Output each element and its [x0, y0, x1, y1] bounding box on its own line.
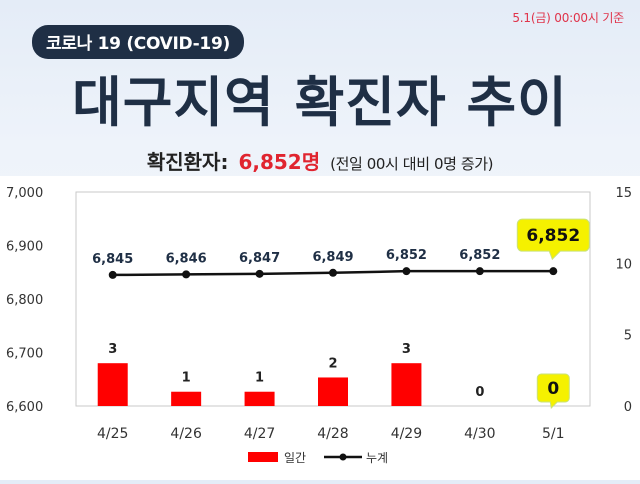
line-point [402, 267, 411, 276]
y-left-tick-label: 6,900 [6, 240, 43, 255]
bar-callout-box [536, 373, 570, 410]
bar-daily [318, 377, 348, 406]
bar-daily [391, 363, 422, 406]
bar-daily [171, 391, 202, 406]
line-point [475, 267, 484, 276]
bar-value-label: 0 [547, 379, 559, 399]
x-tick-label: 4/27 [244, 426, 275, 442]
bar-value-label: 1 [182, 371, 191, 386]
bar-value-label: 0 [475, 385, 484, 400]
y-right-tick-label: 0 [624, 400, 632, 415]
bar-value-label: 2 [328, 356, 337, 371]
line-point [255, 269, 264, 278]
plot-frame [75, 191, 591, 407]
x-tick-label: 4/29 [391, 426, 422, 442]
bar-value-label: 3 [108, 342, 117, 357]
date-stamp: 5.1(금) 00:00시 기준 [512, 11, 624, 25]
line-point [329, 268, 337, 277]
x-tick-label: 4/28 [317, 426, 348, 442]
line-point [549, 267, 558, 276]
x-tick-label: 4/26 [170, 426, 202, 442]
line-value-label: 6,852 [386, 248, 427, 263]
line-value-label: 6,845 [92, 252, 133, 267]
summary-value: 6,852명 [238, 150, 321, 174]
legend-swatch-daily [248, 452, 278, 462]
bar-daily [244, 391, 275, 406]
summary-label: 확진환자: [146, 150, 229, 174]
x-tick-label: 4/25 [97, 426, 128, 442]
bar-daily [97, 363, 128, 406]
page-title: 대구지역 확진자 추이 [72, 71, 568, 134]
line-callout-box [516, 218, 590, 261]
x-tick-label: 5/1 [542, 426, 565, 442]
line-value-label: 6,852 [526, 226, 580, 246]
line-value-label: 6,846 [166, 251, 207, 266]
y-left-tick-label: 6,800 [6, 293, 43, 308]
y-left-tick-label: 6,700 [6, 347, 43, 362]
legend-label-daily: 일간 [284, 451, 306, 465]
y-right-tick-label: 10 [615, 257, 632, 272]
line-value-label: 6,849 [312, 250, 353, 265]
bar-value-label: 3 [402, 342, 411, 357]
y-right-tick-label: 5 [624, 329, 632, 344]
bar-value-label: 1 [255, 371, 264, 386]
line-point [108, 270, 117, 279]
summary-note: (전일 00시 대비 0명 증가) [330, 155, 494, 173]
y-left-tick-label: 6,600 [6, 400, 43, 415]
line-value-label: 6,852 [459, 248, 500, 263]
chart-area: 7,000 6,900 6,800 6,700 6,600 15 10 5 0 3 1 1 2 3 0 0 6,… [0, 176, 640, 480]
line-value-label: 6,847 [239, 251, 280, 266]
trend-chart: 7,000 6,900 6,800 6,700 6,600 15 10 5 0 3 1 1 2 3 0 0 6,… [6, 186, 632, 465]
y-right-tick-label: 15 [615, 186, 632, 201]
line-point [182, 270, 191, 279]
legend-label-cumulative: 누계 [366, 451, 388, 465]
legend-swatch-cumulative-point [339, 453, 347, 461]
summary-line: 확진환자: 6,852명 (전일 00시 대비 0명 증가) [0, 146, 640, 175]
topic-badge: 코로나 19 (COVID-19) [32, 25, 244, 59]
y-left-tick-label: 7,000 [6, 186, 43, 201]
x-tick-label: 4/30 [464, 426, 495, 442]
